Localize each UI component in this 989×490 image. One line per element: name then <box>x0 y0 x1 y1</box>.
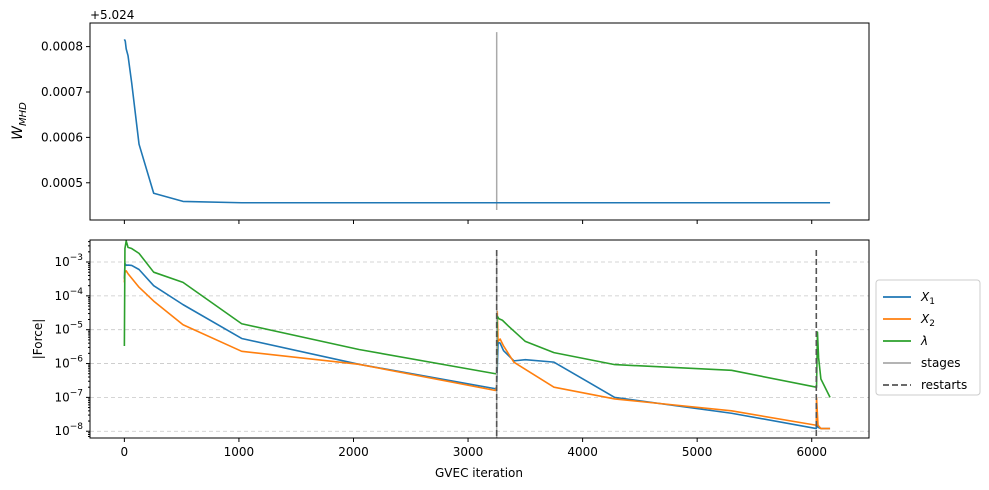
bottom-x-ticks: 0 1000 2000 3000 4000 5000 6000 <box>121 438 827 459</box>
legend: X1 X2 λ stages restarts <box>875 279 981 396</box>
bottom-x-tick-label: 0 <box>121 445 129 459</box>
top-y-tick-label: 0.0006 <box>41 130 83 144</box>
legend-label: stages <box>921 356 961 370</box>
bottom-x-tick-label: 1000 <box>224 445 255 459</box>
top-panel: +5.024 0.0005 0.0006 0.0007 0.0008 WMHD <box>10 8 870 224</box>
top-y-ticks: 0.0005 0.0006 0.0007 0.0008 <box>41 40 90 190</box>
top-offset-text: +5.024 <box>90 8 134 22</box>
bottom-y-tick-label: 10−3 <box>54 253 83 269</box>
legend-frame <box>875 279 981 396</box>
legend-label: X2 <box>920 312 935 329</box>
bottom-y-tick-label: 10−5 <box>54 321 83 337</box>
bottom-x-tick-label: 3000 <box>453 445 484 459</box>
top-y-tick-label: 0.0007 <box>41 85 83 99</box>
bottom-y-tick-label: 10−8 <box>54 422 83 438</box>
x-axis-label: GVEC iteration <box>435 466 523 480</box>
top-y-tick-label: 0.0008 <box>41 40 83 54</box>
bottom-series-line <box>123 262 831 430</box>
legend-label: X1 <box>920 290 935 307</box>
bottom-x-tick-label: 6000 <box>796 445 827 459</box>
legend-label: λ <box>920 334 928 348</box>
top-y-tick-label: 0.0005 <box>41 176 83 190</box>
bottom-x-tick-label: 2000 <box>338 445 369 459</box>
bottom-panel: 10−8 10−7 10−6 10−5 10−4 10−3 0 1000 2000 3000 40… <box>31 239 870 480</box>
top-series-group <box>123 32 831 211</box>
top-axes-frame <box>89 22 870 221</box>
bottom-axes-frame <box>89 239 870 439</box>
legend-label: restarts <box>921 378 967 392</box>
top-y-axis-label-base: W <box>10 125 26 140</box>
bottom-x-tick-label: 5000 <box>682 445 713 459</box>
top-y-axis-label: WMHD <box>10 102 29 140</box>
bottom-y-axis-label: |Force| <box>31 319 45 360</box>
bottom-series-group <box>123 240 831 438</box>
legend-items: X1 X2 λ stages restarts <box>883 290 967 392</box>
bottom-grid <box>90 261 869 432</box>
top-y-axis-label-sub: MHD <box>18 102 29 126</box>
bottom-x-tick-label: 4000 <box>567 445 598 459</box>
bottom-y-tick-label: 10−7 <box>54 388 83 404</box>
top-series-line <box>123 38 831 204</box>
top-x-ticks <box>123 220 813 224</box>
bottom-y-tick-label: 10−4 <box>54 287 83 303</box>
bottom-y-tick-label: 10−6 <box>54 355 83 371</box>
